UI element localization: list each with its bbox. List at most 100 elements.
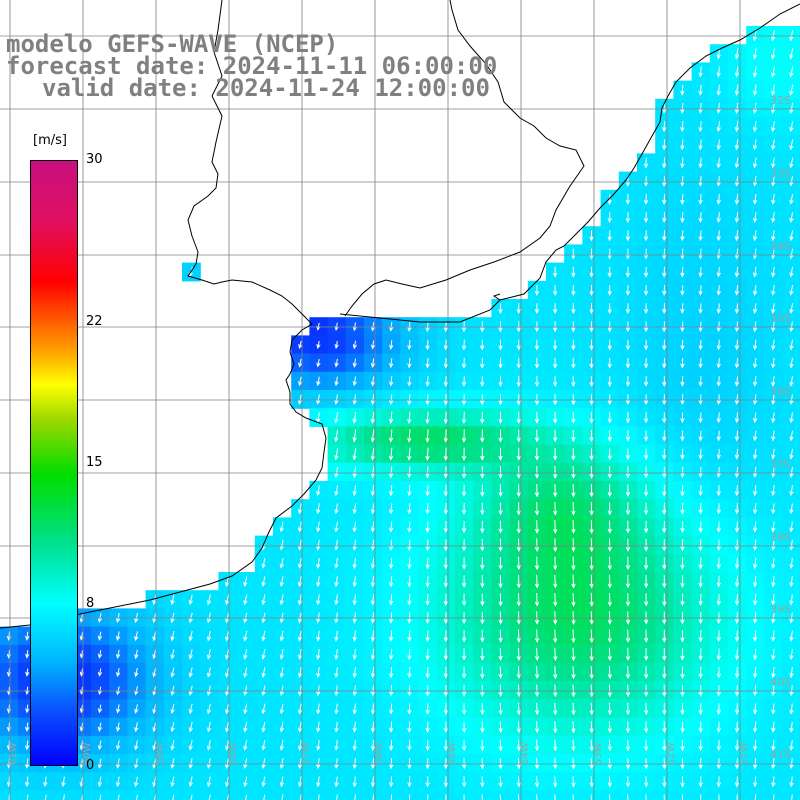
wind-speed-cell	[182, 790, 201, 800]
wind-arrow	[734, 685, 740, 697]
wind-arrow	[680, 430, 685, 442]
wind-arrow	[771, 685, 776, 697]
wind-arrow	[389, 321, 394, 332]
wind-arrow	[625, 647, 631, 662]
wind-arrow	[789, 66, 794, 78]
wind-arrow	[516, 429, 521, 443]
wind-arrow	[662, 539, 667, 552]
wind-arrow	[662, 703, 667, 716]
wind-arrow	[443, 630, 449, 643]
wind-arrow	[752, 175, 758, 187]
wind-arrow	[115, 776, 121, 788]
wind-arrow	[352, 758, 357, 770]
wind-arrow	[607, 556, 612, 571]
wind-arrow	[716, 648, 722, 661]
wind-arrow	[771, 175, 776, 187]
wind-arrow	[698, 394, 703, 405]
wind-arrow	[389, 721, 394, 733]
wind-arrow	[407, 758, 412, 770]
wind-arrow	[516, 502, 521, 516]
wind-arrow	[25, 631, 30, 641]
wind-arrow	[734, 157, 740, 169]
wind-arrow	[261, 630, 266, 642]
wind-arrow	[534, 611, 540, 625]
wind-arrow	[698, 630, 703, 643]
wind-arrow	[352, 322, 358, 332]
wind-arrow	[516, 776, 521, 788]
wind-arrow	[589, 611, 594, 625]
wind-arrow	[552, 321, 558, 333]
wind-arrow	[425, 393, 430, 406]
wind-arrow	[334, 685, 339, 697]
wind-arrow	[516, 303, 521, 315]
wind-arrow	[498, 703, 503, 716]
wind-arrow	[425, 612, 430, 625]
wind-arrow	[771, 321, 776, 333]
wind-arrow	[370, 739, 376, 752]
wind-arrow	[625, 593, 631, 607]
wind-arrow	[425, 357, 430, 369]
wind-arrow	[480, 339, 485, 351]
wind-arrow	[752, 48, 758, 60]
wind-arrow	[297, 758, 303, 770]
wind-arrow	[625, 193, 631, 205]
wind-arrow	[625, 538, 631, 552]
wind-arrow	[789, 230, 794, 242]
wind-arrow	[771, 776, 776, 788]
wind-arrow	[443, 502, 449, 515]
wind-arrow	[389, 685, 394, 697]
wind-arrow	[388, 575, 394, 588]
wind-arrow	[589, 757, 594, 770]
wind-arrow	[279, 630, 284, 642]
wind-arrow	[480, 321, 485, 333]
wind-arrow	[316, 503, 321, 515]
wind-arrow	[25, 650, 30, 659]
wind-arrow	[607, 647, 612, 662]
wind-arrow	[534, 375, 540, 388]
wind-arrow	[607, 248, 612, 260]
wind-arrow	[789, 102, 794, 115]
wind-arrow	[516, 574, 521, 589]
wind-arrow	[389, 703, 394, 715]
wind-arrow	[534, 666, 540, 680]
wind-arrow	[643, 502, 649, 516]
wind-arrow	[316, 648, 321, 660]
wind-arrow	[607, 466, 612, 479]
lat-label: 35S	[770, 312, 791, 325]
wind-arrow	[716, 612, 721, 625]
wind-arrow	[752, 575, 758, 588]
wind-arrow	[316, 594, 321, 606]
wind-arrow	[480, 629, 485, 643]
wind-arrow	[752, 685, 758, 697]
wind-arrow	[534, 757, 540, 770]
wind-arrow	[553, 666, 558, 680]
wind-arrow	[316, 557, 321, 569]
wind-arrow	[789, 685, 794, 697]
wind-arrow	[334, 466, 339, 479]
wind-arrow	[297, 648, 303, 660]
wind-arrow	[589, 502, 594, 516]
wind-arrow	[498, 375, 503, 388]
wind-arrow	[716, 539, 721, 552]
wind-arrow	[589, 538, 594, 553]
wind-arrow	[734, 66, 740, 78]
wind-arrow	[680, 303, 685, 314]
wind-arrow	[752, 248, 758, 260]
wind-arrow	[716, 175, 721, 187]
wind-arrow	[206, 685, 212, 697]
wind-arrow	[297, 612, 303, 624]
wind-arrow	[461, 739, 467, 752]
wind-arrow	[734, 466, 740, 478]
wind-arrow	[698, 521, 703, 533]
wind-arrow	[297, 557, 303, 569]
lon-label: 59W	[155, 742, 166, 765]
wind-speed-cell	[564, 790, 583, 800]
wind-arrow	[771, 212, 776, 224]
wind-arrow	[589, 484, 594, 498]
wind-arrow	[188, 740, 193, 751]
wind-arrow	[589, 556, 594, 571]
wind-arrow	[752, 594, 758, 606]
wind-arrow	[698, 776, 703, 788]
wind-speed-cell	[127, 790, 147, 800]
wind-arrow	[407, 612, 412, 624]
